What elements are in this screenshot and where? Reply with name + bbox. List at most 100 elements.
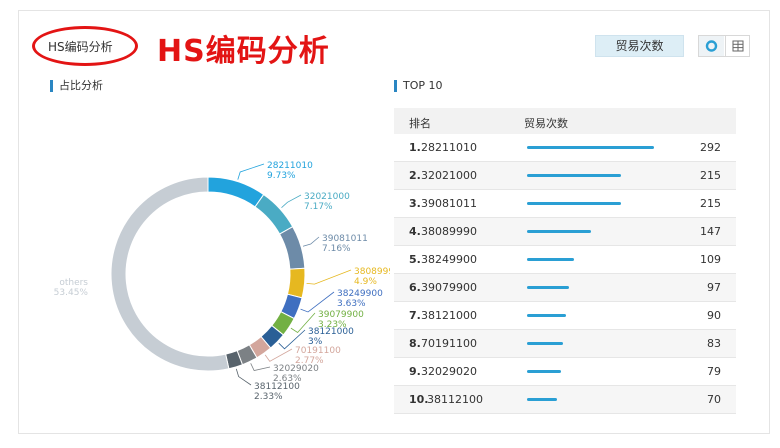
donut-label-38089990: 38089990 xyxy=(354,267,390,277)
row-rank: 3. xyxy=(409,197,421,210)
panel-frame xyxy=(18,10,770,434)
donut-pct-38249900: 3.63% xyxy=(337,299,366,309)
donut-leader-39081011 xyxy=(302,236,320,247)
row-trade-count: 292 xyxy=(700,141,721,154)
row-rank: 6. xyxy=(409,281,421,294)
donut-pct-39079900: 3.23% xyxy=(318,320,347,330)
donut-slice-38089990[interactable] xyxy=(286,267,306,299)
row-trade-count: 90 xyxy=(707,309,721,322)
top10-table: 排名 贸易次数 1. 28211010 292 2. 32021000 215 3. 3908… xyxy=(394,108,736,414)
row-hs-code: 70191100 xyxy=(421,337,477,350)
donut-chart-icon[interactable] xyxy=(699,36,724,56)
table-header: 排名 贸易次数 xyxy=(394,108,736,134)
table-row[interactable]: 6. 39079900 97 xyxy=(394,274,736,302)
donut-pct-32021000: 7.17% xyxy=(304,202,333,212)
donut-label-32029020: 32029020 xyxy=(273,364,319,374)
donut-leader-32021000 xyxy=(281,194,302,208)
donut-label-39081011: 39081011 xyxy=(322,234,368,244)
row-hs-code: 39081011 xyxy=(421,197,477,210)
trade-count-button[interactable]: 贸易次数 xyxy=(595,35,684,57)
donut-leader-70191100 xyxy=(264,348,293,362)
table-row[interactable]: 5. 38249900 109 xyxy=(394,246,736,274)
row-rank: 5. xyxy=(409,253,421,266)
row-trade-count: 70 xyxy=(707,393,721,406)
top10-section-title: TOP 10 xyxy=(394,80,443,92)
row-hs-code: 32021000 xyxy=(421,169,477,182)
donut-leader-39079900 xyxy=(290,312,316,334)
donut-label-32021000: 32021000 xyxy=(304,192,350,202)
panel-title: HS编码分析 xyxy=(48,40,113,54)
table-row[interactable]: 2. 32021000 215 xyxy=(394,162,736,190)
row-trade-count: 97 xyxy=(707,281,721,294)
row-trade-count: 147 xyxy=(700,225,721,238)
header-trade-count: 贸易次数 xyxy=(524,117,568,130)
donut-slice-others[interactable] xyxy=(110,176,230,372)
donut-pct-38112100: 2.33% xyxy=(254,392,283,402)
row-bar xyxy=(527,342,564,345)
title-highlight-ellipse xyxy=(32,26,138,66)
row-rank: 1. xyxy=(409,141,421,154)
row-rank: 4. xyxy=(409,225,421,238)
row-hs-code: 32029020 xyxy=(421,365,477,378)
row-bar xyxy=(527,314,567,317)
row-bar xyxy=(527,230,591,233)
row-bar xyxy=(527,146,654,149)
row-bar xyxy=(527,370,562,373)
table-row[interactable]: 1. 28211010 292 xyxy=(394,134,736,162)
donut-label-38112100: 38112100 xyxy=(254,382,300,392)
donut-pct-28211010: 9.73% xyxy=(267,171,296,181)
row-hs-code: 38249900 xyxy=(421,253,477,266)
row-rank: 2. xyxy=(409,169,421,182)
table-row[interactable]: 9. 32029020 79 xyxy=(394,358,736,386)
donut-leader-38121000 xyxy=(278,329,306,350)
row-hs-code: 38089990 xyxy=(421,225,477,238)
header-rank: 排名 xyxy=(409,117,431,130)
table-row[interactable]: 7. 38121000 90 xyxy=(394,302,736,330)
row-trade-count: 215 xyxy=(700,197,721,210)
row-bar xyxy=(527,286,570,289)
donut-label-28211010: 28211010 xyxy=(267,161,313,171)
donut-label-others: others xyxy=(59,278,88,288)
donut-label-38249900: 38249900 xyxy=(337,289,383,299)
donut-pct-32029020: 2.63% xyxy=(273,374,302,384)
row-hs-code: 38121000 xyxy=(421,309,477,322)
table-row[interactable]: 8. 70191100 83 xyxy=(394,330,736,358)
view-toggle xyxy=(698,35,750,57)
row-bar xyxy=(527,398,558,401)
row-rank: 9. xyxy=(409,365,421,378)
donut-pct-70191100: 2.77% xyxy=(295,356,324,366)
row-rank: 8. xyxy=(409,337,421,350)
donut-label-39079900: 39079900 xyxy=(318,310,364,320)
donut-pct-39081011: 7.16% xyxy=(322,244,351,254)
row-trade-count: 109 xyxy=(700,253,721,266)
donut-pct-38089990: 4.9% xyxy=(354,277,377,287)
table-row[interactable]: 3. 39081011 215 xyxy=(394,190,736,218)
donut-slice-28211010[interactable] xyxy=(207,176,265,208)
donut-label-70191100: 70191100 xyxy=(295,346,341,356)
row-bar xyxy=(527,258,575,261)
row-hs-code: 38112100 xyxy=(427,393,483,406)
pie-section-title: 占比分析 xyxy=(50,80,103,92)
row-rank: 7. xyxy=(409,309,421,322)
row-bar xyxy=(527,174,621,177)
table-row[interactable]: 10. 38112100 70 xyxy=(394,386,736,414)
donut-leader-38249900 xyxy=(300,291,335,313)
donut-pct-38121000: 3% xyxy=(308,337,323,347)
row-trade-count: 215 xyxy=(700,169,721,182)
table-grid-icon[interactable] xyxy=(725,36,751,56)
donut-label-38121000: 38121000 xyxy=(308,327,354,337)
table-row[interactable]: 4. 38089990 147 xyxy=(394,218,736,246)
row-rank: 10. xyxy=(409,393,429,406)
annotation-title: HS编码分析 xyxy=(157,34,330,69)
donut-slice-32021000[interactable] xyxy=(254,193,294,235)
donut-leader-32029020 xyxy=(250,363,271,372)
row-trade-count: 83 xyxy=(707,337,721,350)
donut-slice-39081011[interactable] xyxy=(278,226,306,270)
row-hs-code: 28211010 xyxy=(421,141,477,154)
donut-pct-others: 53.45% xyxy=(54,288,89,298)
row-hs-code: 39079900 xyxy=(421,281,477,294)
row-bar xyxy=(527,202,621,205)
donut-leader-28211010 xyxy=(237,163,265,180)
donut-leader-38089990 xyxy=(306,269,352,285)
